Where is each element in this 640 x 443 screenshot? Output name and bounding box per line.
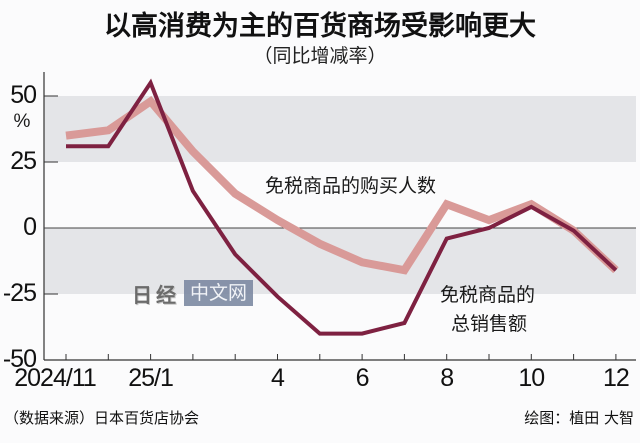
series-label-sales-line1: 免税商品的: [440, 284, 536, 306]
chart-subtitle: （同比增减率）: [253, 45, 387, 67]
x-tick-label: 2024/11: [14, 364, 97, 392]
data-lines: [65, 78, 619, 336]
axes: [43, 72, 636, 361]
series-line-1: [65, 95, 619, 275]
y-tick-label: -25: [2, 279, 37, 307]
data-source: （数据来源）日本百货店协会: [4, 409, 200, 427]
x-tick-label: 4: [271, 364, 285, 392]
series-line-2: [66, 78, 618, 336]
shaded-bands: [44, 96, 636, 294]
series-label-sales-line2: 总销售额: [451, 313, 528, 335]
y-tick-label: 25: [10, 147, 37, 175]
y-tick-label: -50: [2, 345, 37, 373]
x-tick-label: 6: [355, 364, 370, 392]
watermark: 日经 中文网: [132, 280, 254, 307]
x-tick-label: 25/1: [128, 364, 174, 392]
y-axis-unit: %: [13, 111, 31, 132]
watermark-text: 中文网: [184, 280, 254, 306]
y-tick-label: 0: [23, 213, 37, 241]
watermark-logo: 日经: [132, 282, 180, 307]
x-tick-label: 8: [440, 364, 454, 392]
x-tick-label: 12: [602, 364, 630, 392]
x-tick-label: 10: [518, 364, 545, 392]
series-label-buyers: 免税商品的购买人数: [265, 175, 437, 197]
chart-title: 以高消费为主的百货商场受影响更大: [104, 11, 536, 42]
chart-credit: 绘图：植田 大智: [524, 409, 634, 427]
shaded-band: [44, 228, 636, 294]
y-tick-label: 50: [10, 81, 37, 109]
